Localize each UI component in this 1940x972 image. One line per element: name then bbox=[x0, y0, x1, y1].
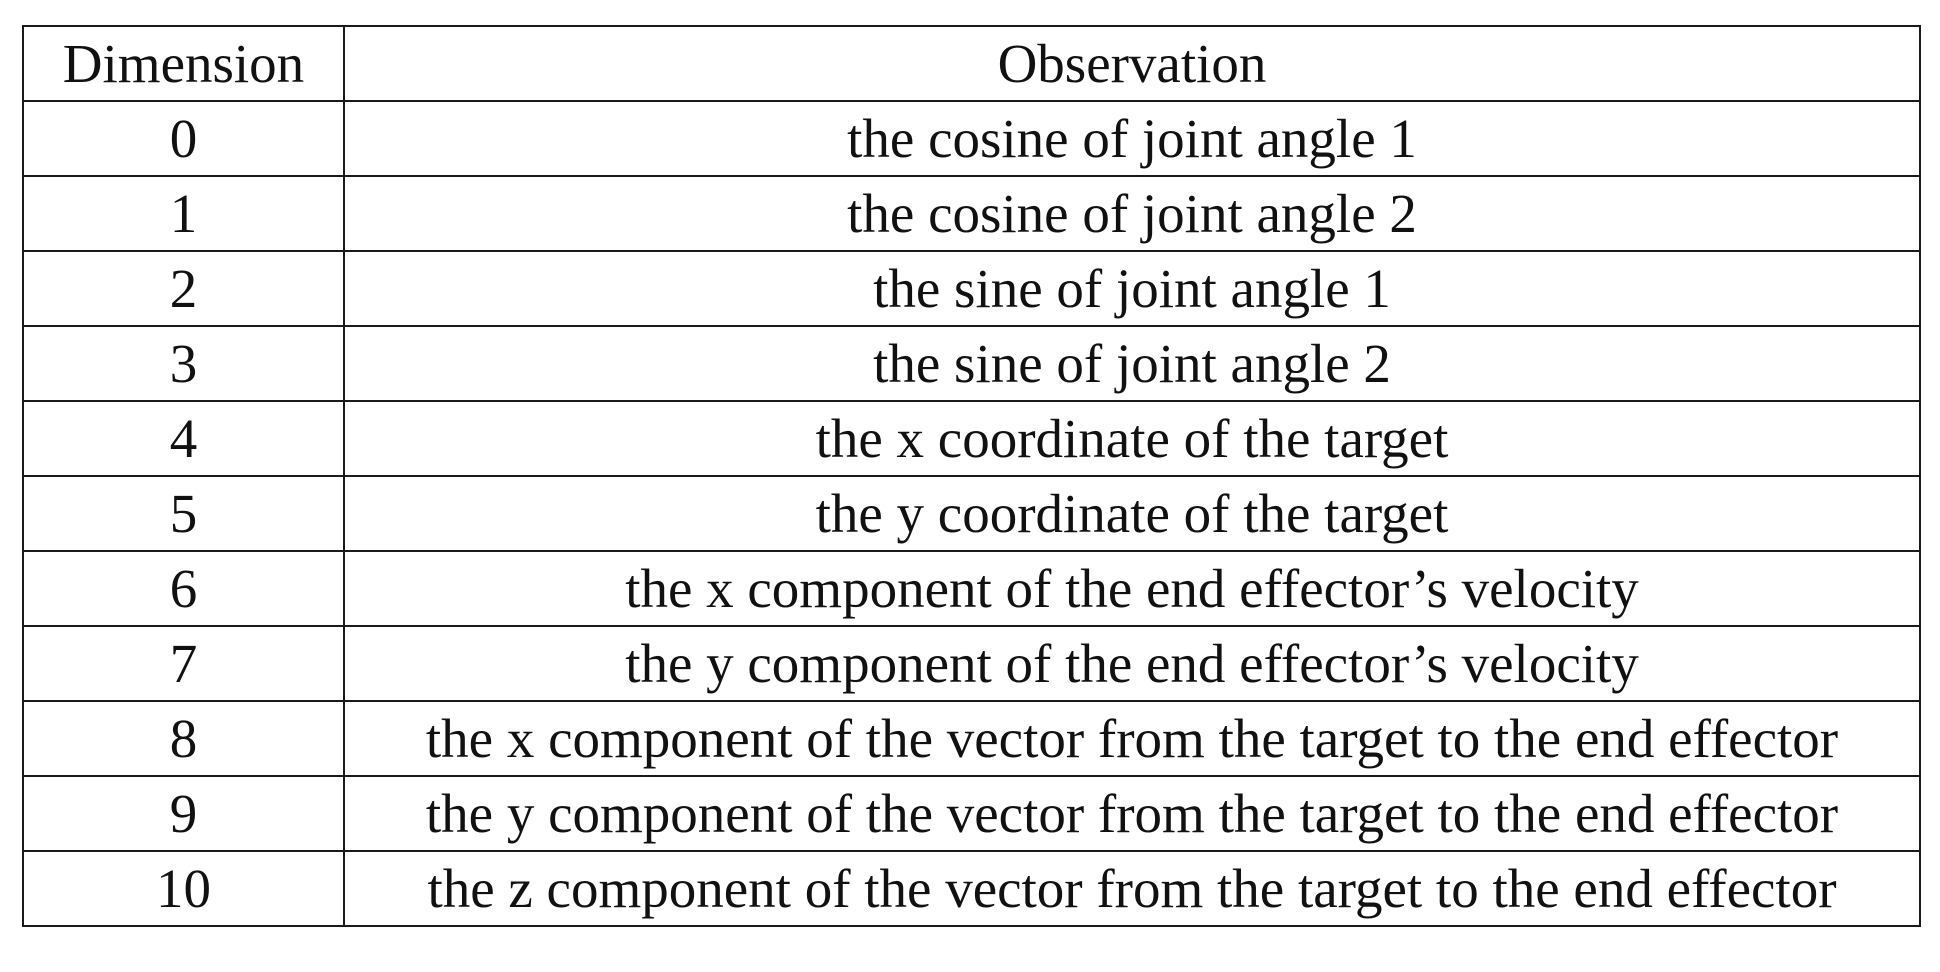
dimension-cell: 2 bbox=[22, 250, 345, 327]
observation-cell: the cosine of joint angle 1 bbox=[343, 100, 1921, 177]
table-row: 8 the x component of the vector from the… bbox=[22, 700, 1921, 777]
table-body: 0 the cosine of joint angle 1 1 the cosi… bbox=[22, 100, 1921, 927]
table-row: 7 the y component of the end effector’s … bbox=[22, 625, 1921, 702]
table-row: 3 the sine of joint angle 2 bbox=[22, 325, 1921, 402]
table-row: 6 the x component of the end effector’s … bbox=[22, 550, 1921, 627]
observation-cell: the sine of joint angle 1 bbox=[343, 250, 1921, 327]
dimension-cell: 5 bbox=[22, 475, 345, 552]
table-row: 10 the z component of the vector from th… bbox=[22, 850, 1921, 927]
observation-cell: the cosine of joint angle 2 bbox=[343, 175, 1921, 252]
observation-cell: the y component of the end effector’s ve… bbox=[343, 625, 1921, 702]
dimension-cell: 3 bbox=[22, 325, 345, 402]
observation-cell: the x coordinate of the target bbox=[343, 400, 1921, 477]
dimension-cell: 8 bbox=[22, 700, 345, 777]
observation-cell: the z component of the vector from the t… bbox=[343, 850, 1921, 927]
table-row: 0 the cosine of joint angle 1 bbox=[22, 100, 1921, 177]
observation-cell: the x component of the end effector’s ve… bbox=[343, 550, 1921, 627]
table-header: Dimension Observation bbox=[22, 25, 1921, 102]
header-row: Dimension Observation bbox=[22, 25, 1921, 102]
dimension-cell: 10 bbox=[22, 850, 345, 927]
observation-table: Dimension Observation 0 the cosine of jo… bbox=[22, 25, 1921, 927]
dimension-cell: 1 bbox=[22, 175, 345, 252]
dimension-cell: 4 bbox=[22, 400, 345, 477]
dimension-cell: 9 bbox=[22, 775, 345, 852]
header-observation: Observation bbox=[343, 25, 1921, 102]
table-row: 5 the y coordinate of the target bbox=[22, 475, 1921, 552]
table-row: 1 the cosine of joint angle 2 bbox=[22, 175, 1921, 252]
observation-cell: the sine of joint angle 2 bbox=[343, 325, 1921, 402]
dimension-cell: 7 bbox=[22, 625, 345, 702]
table-row: 9 the y component of the vector from the… bbox=[22, 775, 1921, 852]
header-dimension: Dimension bbox=[22, 25, 345, 102]
dimension-cell: 0 bbox=[22, 100, 345, 177]
table-row: 4 the x coordinate of the target bbox=[22, 400, 1921, 477]
table-row: 2 the sine of joint angle 1 bbox=[22, 250, 1921, 327]
observation-cell: the y coordinate of the target bbox=[343, 475, 1921, 552]
observation-cell: the y component of the vector from the t… bbox=[343, 775, 1921, 852]
dimension-cell: 6 bbox=[22, 550, 345, 627]
observation-cell: the x component of the vector from the t… bbox=[343, 700, 1921, 777]
